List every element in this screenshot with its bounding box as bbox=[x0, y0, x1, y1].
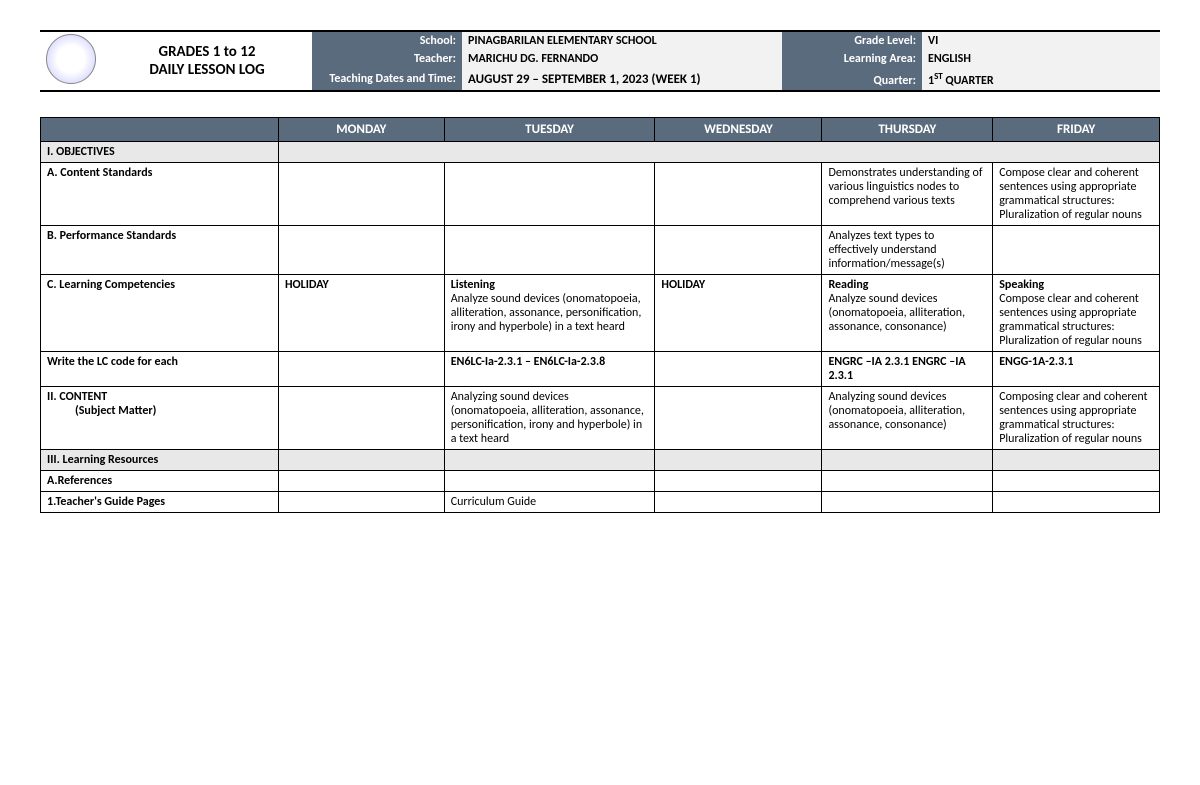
row-references: A.References bbox=[41, 471, 1160, 492]
label-dates: Teaching Dates and Time: bbox=[312, 69, 462, 91]
content-std-thu: Demonstrates understanding of various li… bbox=[822, 163, 993, 226]
value-quarter: 1ST QUARTER bbox=[922, 69, 1160, 91]
row-teacher-guide: 1.Teacher's Guide Pages Curriculum Guide bbox=[41, 492, 1160, 513]
value-dates: AUGUST 29 – SEPTEMBER 1, 2023 (WEEK 1) bbox=[462, 69, 782, 91]
row-lc-code: Write the LC code for each EN6LC-Ia-2.3.… bbox=[41, 352, 1160, 387]
lc-thu: Reading Analyze sound devices (onomatopo… bbox=[822, 275, 993, 352]
row-learning-competencies: C. Learning Competencies HOLIDAY Listeni… bbox=[41, 275, 1160, 352]
deped-seal-icon bbox=[46, 34, 96, 84]
value-school: PINAGBARILAN ELEMENTARY SCHOOL bbox=[462, 31, 782, 50]
holiday-wed: HOLIDAY bbox=[655, 275, 822, 352]
row-resources: III. Learning Resources bbox=[41, 450, 1160, 471]
content-tue: Analyzing sound devices (onomatopoeia, a… bbox=[444, 387, 655, 450]
label-perf-std: B. Performance Standards bbox=[41, 226, 279, 275]
title-line1: GRADES 1 to 12 bbox=[159, 43, 256, 61]
label-learn-comp: C. Learning Competencies bbox=[41, 275, 279, 352]
col-tuesday: TUESDAY bbox=[444, 118, 655, 142]
label-teacher: Teacher: bbox=[312, 50, 462, 68]
tg-tue: Curriculum Guide bbox=[444, 492, 655, 513]
col-monday: MONDAY bbox=[278, 118, 444, 142]
col-thursday: THURSDAY bbox=[822, 118, 993, 142]
label-grade: Grade Level: bbox=[782, 31, 922, 50]
content-std-fri: Compose clear and coherent sentences usi… bbox=[993, 163, 1160, 226]
header-info-table: GRADES 1 to 12 DAILY LESSON LOG School: … bbox=[40, 30, 1160, 92]
col-friday: FRIDAY bbox=[993, 118, 1160, 142]
content-thu: Analyzing sound devices (onomatopoeia, a… bbox=[822, 387, 993, 450]
title-line2: DAILY LESSON LOG bbox=[149, 61, 264, 79]
label-school: School: bbox=[312, 31, 462, 50]
content-fri: Composing clear and coherent sentences u… bbox=[993, 387, 1160, 450]
logo-cell bbox=[40, 31, 102, 91]
code-tue: EN6LC-Ia-2.3.1 – EN6LC-Ia-2.3.8 bbox=[444, 352, 655, 387]
holiday-mon: HOLIDAY bbox=[278, 275, 444, 352]
lc-fri: Speaking Compose clear and coherent sent… bbox=[993, 275, 1160, 352]
label-references: A.References bbox=[41, 471, 279, 492]
label-resources: III. Learning Resources bbox=[41, 450, 279, 471]
lc-tue: Listening Analyze sound devices (onomato… bbox=[444, 275, 655, 352]
label-content: II. CONTENT (Subject Matter) bbox=[41, 387, 279, 450]
value-area: ENGLISH bbox=[922, 50, 1160, 68]
lesson-log-table: MONDAY TUESDAY WEDNESDAY THURSDAY FRIDAY… bbox=[40, 117, 1160, 513]
col-wednesday: WEDNESDAY bbox=[655, 118, 822, 142]
label-content-std: A. Content Standards bbox=[41, 163, 279, 226]
value-teacher: MARICHU DG. FERNANDO bbox=[462, 50, 782, 68]
row-content-standards: A. Content Standards Demonstrates unders… bbox=[41, 163, 1160, 226]
doc-title: GRADES 1 to 12 DAILY LESSON LOG bbox=[102, 31, 312, 91]
corner-cell bbox=[41, 118, 279, 142]
value-grade: VI bbox=[922, 31, 1160, 50]
perf-std-thu: Analyzes text types to effectively under… bbox=[822, 226, 993, 275]
row-performance-standards: B. Performance Standards Analyzes text t… bbox=[41, 226, 1160, 275]
label-objectives: I. OBJECTIVES bbox=[41, 142, 279, 163]
day-header-row: MONDAY TUESDAY WEDNESDAY THURSDAY FRIDAY bbox=[41, 118, 1160, 142]
label-area: Learning Area: bbox=[782, 50, 922, 68]
code-thu: ENGRC –IA 2.3.1 ENGRC –IA 2.3.1 bbox=[822, 352, 993, 387]
row-objectives: I. OBJECTIVES bbox=[41, 142, 1160, 163]
label-quarter: Quarter: bbox=[782, 69, 922, 91]
code-fri: ENGG-1A-2.3.1 bbox=[993, 352, 1160, 387]
label-lc-code: Write the LC code for each bbox=[41, 352, 279, 387]
row-content: II. CONTENT (Subject Matter) Analyzing s… bbox=[41, 387, 1160, 450]
label-teacher-guide: 1.Teacher's Guide Pages bbox=[41, 492, 279, 513]
